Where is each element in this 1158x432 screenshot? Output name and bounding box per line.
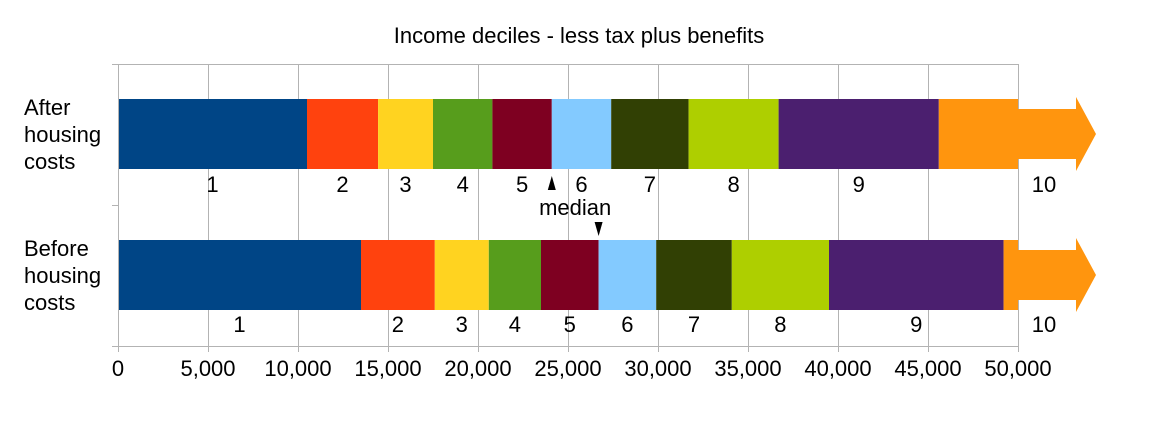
bar-series0-decile-8: [688, 99, 779, 169]
decile-label-series0-5: 5: [516, 172, 528, 197]
decile-label-series0-9: 9: [853, 172, 865, 197]
x-tick-label-0: 0: [112, 356, 124, 381]
decile-label-series1-5: 5: [564, 312, 576, 337]
decile-label-series0-6: 6: [575, 172, 587, 197]
bar-series0-decile-5: [492, 99, 552, 169]
bar-series1-decile-1: [118, 240, 361, 310]
bar-series0-decile-6: [551, 99, 612, 169]
decile-label-series1-2: 2: [392, 312, 404, 337]
decile-label-series1-7: 7: [688, 312, 700, 337]
decile-label-series1-3: 3: [456, 312, 468, 337]
decile-label-series1-9: 9: [910, 312, 922, 337]
x-tick-label-4: 20,000: [444, 356, 511, 381]
decile-label-series0-4: 4: [457, 172, 469, 197]
bar-series0-decile-4: [433, 99, 493, 169]
x-tick-label-5: 25,000: [534, 356, 601, 381]
bar-series1-decile-5: [541, 240, 599, 310]
decile-label-series1-10: 10: [1032, 312, 1056, 337]
median-label: median: [539, 195, 611, 220]
decile-label-series0-2: 2: [336, 172, 348, 197]
category-label-line-1: housing: [24, 122, 101, 147]
decile-label-series0-3: 3: [399, 172, 411, 197]
x-tick-label-9: 45,000: [894, 356, 961, 381]
decile-label-series1-4: 4: [509, 312, 521, 337]
category-label-line-1: housing: [24, 263, 101, 288]
bar-series1-decile-8: [731, 240, 829, 310]
bar-series0-decile-7: [611, 99, 689, 169]
bar-series1-decile-10: [1003, 240, 1018, 310]
decile-label-series0-8: 8: [727, 172, 739, 197]
median-marker-before: [594, 222, 603, 236]
bar-series1-decile-9: [829, 240, 1004, 310]
bar-series1-decile-6: [598, 240, 657, 310]
bar-series0-decile-3: [378, 99, 433, 169]
decile-label-series0-10: 10: [1032, 172, 1056, 197]
top-decile-arrow-1: [1018, 238, 1096, 312]
category-label-line-2: costs: [24, 290, 75, 315]
x-tick-label-1: 5,000: [180, 356, 235, 381]
x-tick-label-10: 50,000: [984, 356, 1051, 381]
bar-series0-decile-10: [938, 99, 1018, 169]
bar-series1-decile-4: [488, 240, 541, 310]
chart-title: Income deciles - less tax plus benefits: [394, 23, 765, 48]
bar-series1-decile-3: [434, 240, 489, 310]
category-label-line-0: After: [24, 95, 70, 120]
decile-label-series1-1: 1: [233, 312, 245, 337]
decile-label-series0-1: 1: [206, 172, 218, 197]
bar-series1-decile-7: [656, 240, 732, 310]
category-label-line-2: costs: [24, 149, 75, 174]
top-decile-arrow-0: [1018, 97, 1096, 171]
x-tick-label-7: 35,000: [714, 356, 781, 381]
bar-series1-decile-2: [361, 240, 435, 310]
median-marker-after: [547, 176, 556, 190]
bars-group: [118, 97, 1096, 312]
x-tick-label-8: 40,000: [804, 356, 871, 381]
bar-series0-decile-1: [118, 99, 307, 169]
x-tick-label-3: 15,000: [354, 356, 421, 381]
decile-label-series1-6: 6: [621, 312, 633, 337]
decile-label-series1-8: 8: [774, 312, 786, 337]
x-tick-label-2: 10,000: [264, 356, 331, 381]
bar-series0-decile-9: [778, 99, 939, 169]
x-tick-label-6: 30,000: [624, 356, 691, 381]
category-label-line-0: Before: [24, 236, 89, 261]
bar-series0-decile-2: [307, 99, 379, 169]
decile-label-series0-7: 7: [644, 172, 656, 197]
x-axis: 0 5,000 10,000 15,000 20,000 25,000 30,000 35,0…: [112, 64, 1052, 381]
